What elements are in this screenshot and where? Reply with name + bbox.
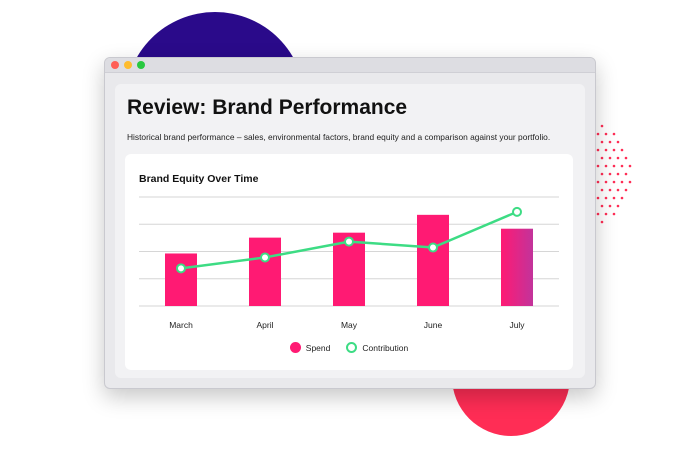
decorative-dot	[608, 188, 612, 192]
decorative-dot	[596, 164, 600, 168]
decorative-dot	[600, 220, 604, 224]
decorative-dot	[624, 156, 628, 160]
decorative-dot	[596, 132, 600, 136]
decorative-dot	[600, 156, 604, 160]
decorative-dot	[616, 140, 620, 144]
decorative-dot	[604, 196, 608, 200]
decorative-dot	[624, 188, 628, 192]
minimize-window-button[interactable]	[124, 61, 132, 69]
decorative-dot	[616, 204, 620, 208]
decorative-dot	[612, 164, 616, 168]
legend-swatch-spend	[289, 342, 301, 353]
decorative-dot	[604, 132, 608, 136]
decorative-dot	[600, 140, 604, 144]
decorative-dot	[600, 204, 604, 208]
decorative-dot	[604, 212, 608, 216]
decorative-dot	[600, 124, 604, 128]
decorative-dot	[620, 164, 624, 168]
chart-card: Brand Equity Over Time March April May June…	[125, 154, 573, 370]
decorative-dot	[620, 180, 624, 184]
chart-legend: Spend Contribution	[125, 342, 573, 353]
decorative-dot	[596, 180, 600, 184]
browser-window: Review: Brand Performance Historical bra…	[104, 57, 596, 389]
decorative-dot	[604, 180, 608, 184]
decorative-dot	[608, 204, 612, 208]
decorative-dot	[616, 188, 620, 192]
chart-point-contribution[interactable]	[512, 206, 522, 217]
chart-bar-spend[interactable]	[417, 214, 449, 306]
brand-equity-chart: March April May June July	[139, 196, 559, 330]
decorative-dot	[628, 164, 632, 168]
decorative-dot	[612, 180, 616, 184]
chart-point-contribution[interactable]	[176, 263, 186, 274]
decorative-dot	[600, 172, 604, 176]
decorative-dot	[596, 148, 600, 152]
chart-x-tick-label: April	[256, 320, 273, 330]
chart-x-tick-label: May	[341, 320, 358, 330]
close-window-button[interactable]	[111, 61, 119, 69]
decorative-dot	[628, 180, 632, 184]
window-titlebar	[105, 58, 595, 73]
decorative-dot	[616, 156, 620, 160]
page-title: Review: Brand Performance	[127, 96, 408, 119]
chart-point-contribution[interactable]	[344, 236, 354, 247]
decorative-dot	[600, 188, 604, 192]
decorative-dot	[616, 172, 620, 176]
chart-x-tick-label: March	[169, 320, 193, 330]
chart-bar-spend[interactable]	[249, 237, 281, 306]
legend-swatch-contribution	[346, 342, 358, 353]
decorative-dot	[624, 172, 628, 176]
decorative-dot	[608, 172, 612, 176]
decorative-dot	[604, 164, 608, 168]
decorative-dot	[596, 212, 600, 216]
legend-label-contribution: Contribution	[362, 342, 409, 353]
chart-x-tick-label: June	[424, 320, 443, 330]
chart-bar-spend[interactable]	[501, 228, 533, 306]
decorative-dot	[620, 196, 624, 200]
decorative-dot	[620, 148, 624, 152]
decorative-dot	[608, 140, 612, 144]
maximize-window-button[interactable]	[137, 61, 145, 69]
page-subtitle: Historical brand performance – sales, en…	[127, 132, 551, 142]
chart-point-contribution[interactable]	[260, 252, 270, 263]
legend-label-spend: Spend	[305, 342, 331, 353]
decorative-dot	[612, 212, 616, 216]
legend-item-contribution: Contribution	[346, 342, 408, 353]
decorative-dot	[596, 196, 600, 200]
decorative-dot	[608, 156, 612, 160]
content-panel: Review: Brand Performance Historical bra…	[115, 84, 585, 378]
chart-x-tick-label: July	[509, 320, 525, 330]
chart-bar-spend[interactable]	[165, 253, 197, 306]
decorative-dot	[604, 148, 608, 152]
decorative-dot	[612, 132, 616, 136]
decorative-dot	[612, 196, 616, 200]
decorative-dot	[612, 148, 616, 152]
chart-point-contribution[interactable]	[428, 242, 438, 253]
decorative-dot-pattern	[592, 124, 632, 224]
chart-title: Brand Equity Over Time	[139, 173, 259, 185]
legend-item-spend: Spend	[289, 342, 331, 353]
